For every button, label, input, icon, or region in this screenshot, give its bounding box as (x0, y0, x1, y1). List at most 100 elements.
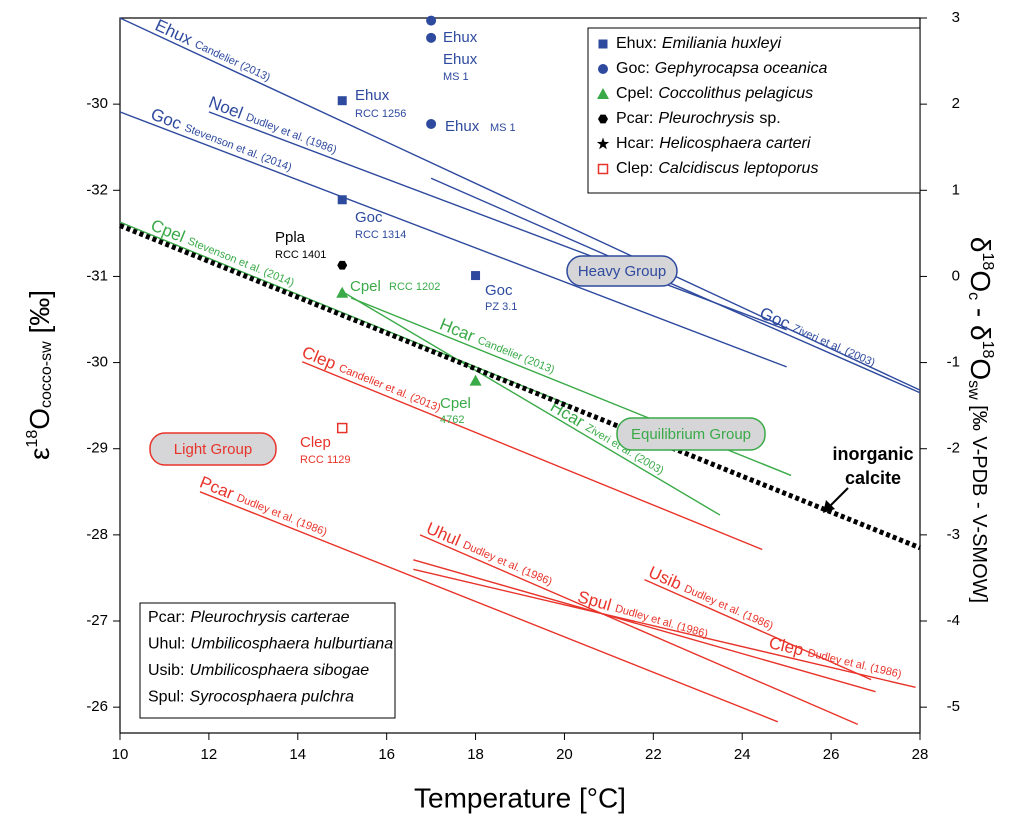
species-key-entry: Spul: Syrocosphaera pulchra (148, 689, 354, 706)
point-sublabel: PZ 3.1 (485, 301, 517, 313)
reference-line (119, 17, 921, 391)
legend-species: Coccolithus pelagicus (658, 85, 813, 102)
line-label: PcarDudley et al. (1986) (197, 473, 330, 541)
point-sublabel: RCC 1129 (300, 454, 351, 466)
calcite-line (119, 223, 921, 551)
reference-line (430, 177, 921, 394)
reference-line (119, 111, 787, 368)
line-ref: Candelier (2013) (193, 38, 272, 83)
y-tick-label: -31 (86, 267, 108, 284)
line-name: Spul (575, 588, 613, 616)
point-label: Clep (300, 434, 331, 451)
reference-line (208, 111, 787, 331)
point (337, 96, 347, 106)
point-label: Cpel (440, 395, 471, 412)
y2-tick-label: -2 (947, 440, 960, 457)
point-sublabel: 4762 (440, 414, 464, 426)
point-label: Cpel (350, 278, 381, 295)
y-tick-label: -28 (86, 526, 108, 543)
legend-label: Hcar: Helicosphaera carteri (616, 135, 811, 152)
legend-suffix: sp. (759, 110, 780, 127)
line-name: Hcar (437, 315, 478, 346)
legend-code: Pcar: (616, 110, 653, 127)
y2-tick-label: -4 (947, 612, 960, 629)
calcite-label: inorganic (832, 444, 913, 464)
point-label: Ehux (443, 29, 478, 46)
legend-species: Emiliania huxleyi (662, 35, 782, 52)
y-axis-title-part: cocco-sw (38, 341, 55, 408)
legend-marker (597, 88, 609, 99)
legend-species: Helicosphaera carteri (659, 135, 811, 152)
line-name: Clep (767, 634, 805, 660)
species-code: Uhul: (148, 636, 185, 653)
line-label: GocZiveri et al. (2003) (757, 304, 879, 372)
legend-marker (598, 39, 608, 49)
y-tick-label: -30 (86, 95, 108, 112)
x-tick-label: 26 (823, 746, 840, 763)
y2-tick-label: 2 (952, 95, 960, 112)
y-tick-label: -26 (86, 698, 108, 715)
line-label: UhulDudley et al. (1986) (423, 519, 555, 590)
point-sublabel: RCC 1401 (275, 249, 326, 261)
calcite-arrow (827, 487, 849, 509)
point (337, 195, 347, 205)
legend-label: Cpel: Coccolithus pelagicus (616, 85, 813, 102)
reference-line (301, 361, 763, 551)
point (426, 118, 437, 129)
y2-axis-title-part: - δ (965, 300, 996, 340)
y2-axis-title-part: O (965, 270, 996, 292)
x-tick-label: 22 (645, 746, 662, 763)
group-box (149, 432, 277, 466)
y-axis-title: ε18Ococco-sw [‰] (24, 290, 56, 460)
species-name: Umbilicosphaera sibogae (189, 662, 369, 679)
line-ref: Candelier et al. (2013) (337, 362, 442, 414)
x-tick-label: 10 (112, 746, 129, 763)
point-label: Ppla (275, 229, 306, 246)
legend-label: Ehux: Emiliania huxleyi (616, 35, 782, 52)
legend-marker (597, 163, 609, 175)
line-name: Uhul (423, 519, 463, 550)
point (471, 271, 481, 281)
species-name: Umbilicosphaera hulburtiana (190, 636, 393, 653)
y2-tick-label: 0 (952, 267, 960, 284)
y2-tick-label: -5 (947, 698, 960, 715)
legend-label: Clep: Calcidiscus leptoporus (616, 160, 818, 177)
point-label: Ehux (443, 51, 478, 68)
plot-frame (119, 17, 921, 734)
point-sublabel: RCC 1314 (355, 229, 406, 241)
y2-tick-label: 1 (952, 181, 960, 198)
y2-tick-label: 3 (952, 9, 960, 26)
x-axis-title: Temperature [°C] (414, 782, 626, 813)
y-tick-label: -29 (86, 440, 108, 457)
line-ref: Dudley et al. (1986) (235, 492, 329, 539)
group-label: Equilibrium Group (631, 426, 751, 443)
legend-label: Pcar: Pleurochrysis sp. (616, 110, 781, 127)
y-axis-title-part: O (24, 408, 55, 430)
point-sublabel: RCC 1256 (355, 108, 406, 120)
line-label: HcarCandelier (2013) (437, 315, 558, 379)
x-tick-label: 20 (556, 746, 573, 763)
y-tick-label: -27 (86, 612, 108, 629)
line-name: Goc (148, 105, 184, 134)
legend-code: Goc: (616, 60, 650, 77)
x-tick-label: 28 (912, 746, 929, 763)
species-code: Pcar: (148, 609, 185, 626)
y2-tick-label: -3 (947, 526, 960, 543)
y2-axis-title-part: δ (965, 237, 996, 253)
point-label: Goc (355, 209, 383, 226)
legend-label: Goc: Gephyrocapsa oceanica (616, 60, 827, 77)
point-label: Ehux (355, 87, 390, 104)
x-tick-label: 24 (734, 746, 751, 763)
y2-axis-title-part: 18 (979, 253, 996, 271)
legend-species: Gephyrocapsa oceanica (655, 60, 828, 77)
point-label: Goc (485, 282, 513, 299)
species-code: Usib: (148, 662, 184, 679)
y2-axis-title-part: O (965, 358, 996, 380)
legend-marker (598, 64, 608, 74)
species-key-entry: Uhul: Umbilicosphaera hulburtiana (148, 636, 393, 653)
y-axis-title-part: [‰] (24, 290, 55, 341)
group-label: Light Group (174, 441, 252, 458)
point (426, 15, 437, 26)
y2-axis-title-part: sw (965, 380, 982, 400)
